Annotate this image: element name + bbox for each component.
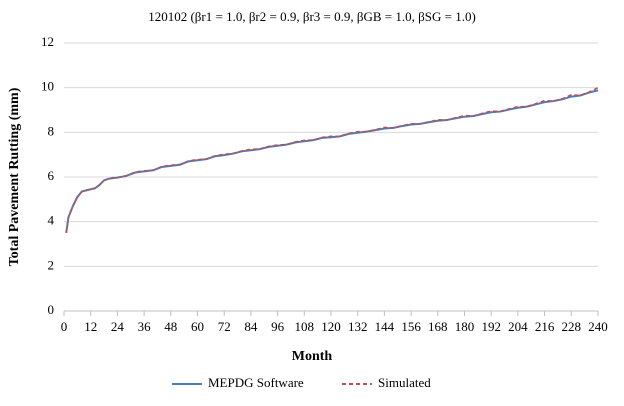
series-line [65, 89, 599, 233]
x-tick-label: 216 [535, 319, 555, 334]
y-tick-label: 0 [48, 302, 55, 317]
x-tick-label: 228 [562, 319, 582, 334]
x-tick-label: 48 [164, 319, 177, 334]
y-tick-label: 2 [48, 257, 55, 272]
x-tick-label: 240 [588, 319, 608, 334]
x-tick-label: 192 [481, 319, 501, 334]
chart-title: 120102 (βr1 = 1.0, βr2 = 0.9, βr3 = 0.9,… [148, 9, 476, 24]
x-tick-label: 12 [84, 319, 97, 334]
x-tick-label: 132 [348, 319, 368, 334]
y-tick-label: 8 [48, 123, 55, 138]
x-tick-label: 72 [218, 319, 231, 334]
y-tick-label: 12 [41, 34, 54, 49]
x-tick-label: 96 [271, 319, 285, 334]
legend-label: Simulated [378, 375, 431, 390]
x-axis-label: Month [292, 349, 333, 364]
x-tick-label: 204 [508, 319, 528, 334]
series-line [65, 86, 599, 233]
legend-label: MEPDG Software [208, 375, 304, 390]
x-tick-label: 0 [61, 319, 68, 334]
x-tick-label: 24 [111, 319, 125, 334]
y-axis-label: Total Pavement Rutting (mm) [7, 87, 22, 266]
x-tick-label: 156 [401, 319, 421, 334]
x-tick-label: 84 [244, 319, 258, 334]
x-tick-label: 36 [138, 319, 152, 334]
y-tick-label: 4 [48, 213, 55, 228]
x-tick-label: 168 [428, 319, 448, 334]
x-tick-label: 144 [375, 319, 395, 334]
y-tick-label: 10 [41, 79, 54, 94]
x-tick-label: 108 [295, 319, 315, 334]
y-tick-label: 6 [48, 168, 55, 183]
x-tick-label: 180 [455, 319, 475, 334]
x-tick-label: 60 [191, 319, 204, 334]
x-tick-label: 120 [321, 319, 341, 334]
